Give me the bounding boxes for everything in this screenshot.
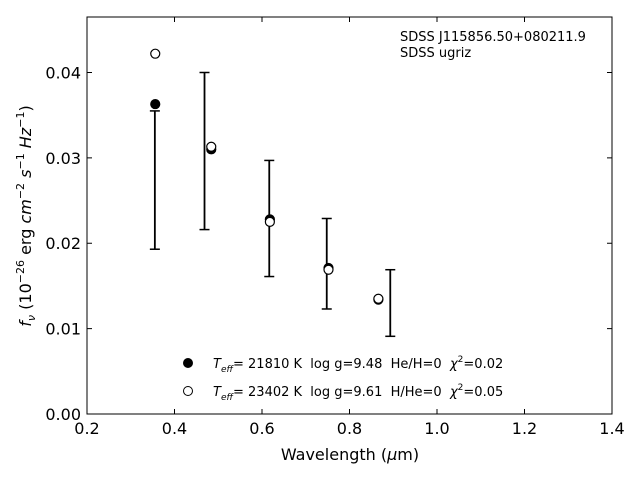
model-point-open — [323, 264, 334, 275]
legend-entry-2: Teff= 23402 K log g=9.61 H/He=0 χ2=0.05 — [213, 383, 503, 403]
x-tick-label: 1.0 — [424, 419, 449, 438]
legend-marker-filled — [183, 358, 193, 368]
plot-frame — [86, 16, 613, 415]
legend-entry-1: Teff= 21810 K log g=9.48 He/H=0 χ2=0.02 — [213, 355, 503, 375]
x-tick-label: 0.8 — [337, 419, 362, 438]
y-tick-label: 0.04 — [45, 63, 81, 82]
x-tick-label: 0.6 — [249, 419, 274, 438]
model-point-filled — [150, 98, 161, 110]
model-point-open — [373, 293, 384, 304]
y-tick-label: 0.01 — [45, 320, 81, 339]
x-tick-label: 0.4 — [162, 419, 187, 438]
error-bars — [149, 71, 396, 338]
annotation-survey: SDSS ugriz — [400, 46, 471, 61]
x-tick-label: 1.4 — [599, 419, 624, 438]
model-point-open — [206, 141, 217, 152]
legend-marker-open — [183, 386, 193, 396]
y-tick-label: 0.00 — [45, 405, 81, 424]
x-axis-label: Wavelength (μm) — [281, 445, 419, 464]
model-point-open — [264, 216, 275, 228]
x-axis-ticks: 0.2 0.4 0.6 0.8 1.0 1.2 1.4 — [74, 17, 625, 438]
y-axis-ticks: 0.00 0.01 0.02 0.03 0.04 — [45, 63, 612, 424]
x-tick-label: 0.2 — [74, 419, 99, 438]
y-tick-label: 0.02 — [45, 234, 81, 253]
legend: Teff= 21810 K log g=9.48 He/H=0 χ2=0.02 … — [183, 355, 503, 403]
model-point-open — [150, 48, 161, 59]
y-axis-label: fν (10−26 erg cm−2 s−1 Hz−1) — [14, 105, 38, 326]
annotation-object-name: SDSS J115856.50+080211.9 — [400, 30, 586, 45]
y-tick-label: 0.03 — [45, 149, 81, 168]
data-markers — [150, 48, 384, 305]
x-tick-label: 1.2 — [512, 419, 537, 438]
